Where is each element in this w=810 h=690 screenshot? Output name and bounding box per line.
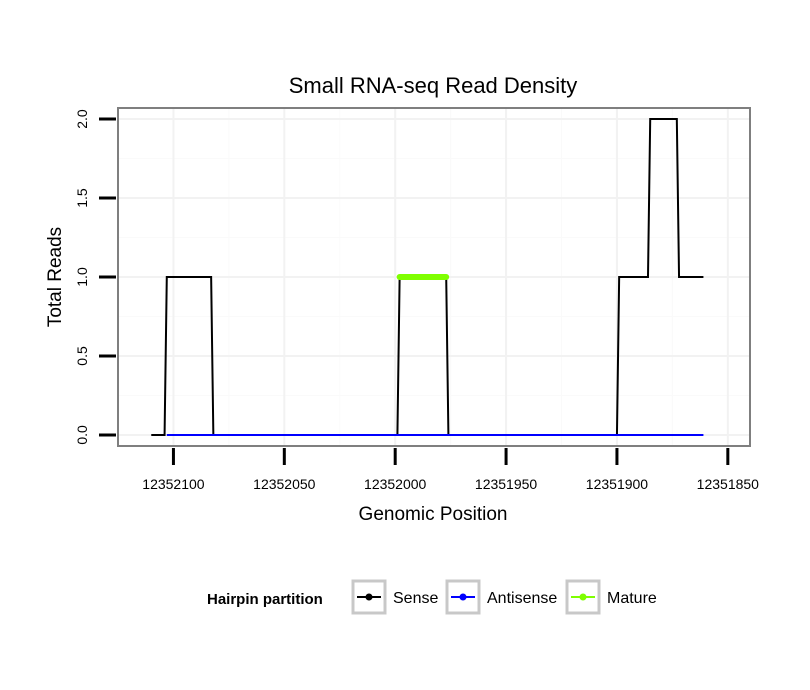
y-tick-label: 0.0: [74, 425, 90, 445]
plot-border: [117, 107, 751, 447]
x-tick-label: 12352000: [364, 476, 427, 492]
x-tick-label: 12351950: [475, 476, 538, 492]
x-tick-label: 12352050: [253, 476, 316, 492]
x-tick-label: 12351900: [586, 476, 649, 492]
y-tick-label: 2.0: [74, 109, 90, 129]
legend: Hairpin partition Sense Antisense Mature: [207, 579, 657, 615]
legend-label-sense: Sense: [393, 590, 438, 607]
x-tick-label: 12352100: [142, 476, 205, 492]
series-layer: [151, 118, 704, 436]
legend-label-antisense: Antisense: [487, 590, 557, 607]
legend-item-antisense: Antisense: [445, 579, 557, 615]
y-tick-label: 1.0: [74, 267, 90, 287]
x-axis-title: Genomic Position: [359, 504, 508, 525]
legend-title: Hairpin partition: [207, 591, 323, 608]
legend-point-sense: [365, 593, 373, 601]
x-axis: 12352100 12352050 12352000 12351950 12351900…: [142, 448, 759, 492]
plot-area: [117, 107, 751, 447]
legend-item-mature: Mature: [565, 579, 657, 615]
chart-title: Small RNA-seq Read Density: [289, 73, 578, 98]
y-axis-title: Total Reads: [45, 227, 66, 327]
legend-item-sense: Sense: [351, 579, 438, 615]
legend-label-mature: Mature: [607, 590, 657, 607]
y-tick-label: 1.5: [74, 188, 90, 208]
y-tick-label: 0.5: [74, 346, 90, 366]
legend-point-mature: [579, 593, 587, 601]
series-line-sense: [151, 118, 704, 436]
legend-point-antisense: [459, 593, 467, 601]
y-axis: 0.0 0.5 1.0 1.5 2.0: [74, 109, 116, 445]
x-tick-label: 12351850: [697, 476, 760, 492]
